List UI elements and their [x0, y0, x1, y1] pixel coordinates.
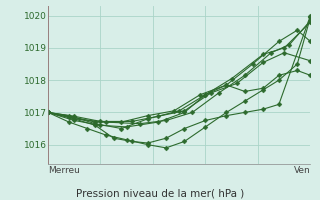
Text: Ven: Ven: [294, 166, 310, 175]
Text: Merreu: Merreu: [48, 166, 80, 175]
Text: Pression niveau de la mer( hPa ): Pression niveau de la mer( hPa ): [76, 188, 244, 198]
